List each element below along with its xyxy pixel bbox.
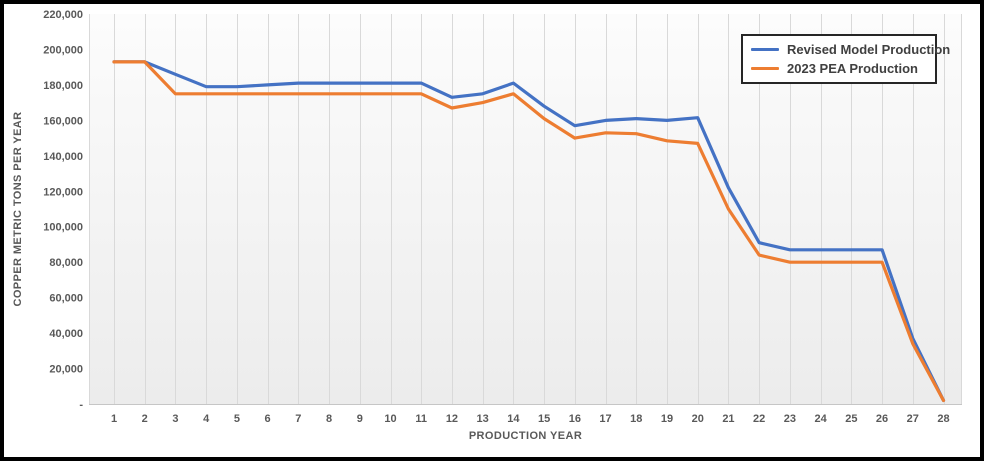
- y-tick-label: 60,000: [49, 293, 83, 305]
- x-tick-label: 7: [295, 413, 301, 425]
- y-tick-label: 100,000: [43, 222, 83, 234]
- x-tick-label: 27: [907, 413, 919, 425]
- y-axis-title: COPPER METRIC TONS PER YEAR: [12, 111, 24, 307]
- y-tick-labels: - 20,000 40,000 60,000 80,000 100,000 120,000 1…: [43, 9, 83, 411]
- x-tick-label: 26: [876, 413, 888, 425]
- y-tick-label: 80,000: [49, 257, 83, 269]
- y-tick-label: 120,000: [43, 186, 83, 198]
- x-tick-label: 28: [937, 413, 949, 425]
- x-tick-label: 1: [111, 413, 117, 425]
- x-tick-label: 6: [265, 413, 271, 425]
- x-tick-label: 8: [326, 413, 332, 425]
- x-tick-label: 14: [507, 413, 520, 425]
- x-tick-label: 13: [477, 413, 489, 425]
- y-tick-label: 180,000: [43, 80, 83, 92]
- series-line-2023-pea: [112, 60, 946, 403]
- x-tick-label: 16: [569, 413, 581, 425]
- x-tick-label: 22: [753, 413, 765, 425]
- x-tick-label: 24: [814, 413, 827, 425]
- x-tick-label: 10: [384, 413, 396, 425]
- x-tick-label: 3: [172, 413, 178, 425]
- series-line-revised-model: [112, 60, 946, 403]
- x-tick-label: 25: [845, 413, 857, 425]
- y-tick-label: 200,000: [43, 44, 83, 56]
- legend-line-swatch-blue: [751, 48, 779, 51]
- y-tick-label: 140,000: [43, 151, 83, 163]
- legend-line-swatch-orange: [751, 67, 779, 70]
- y-tick-label: -: [79, 399, 83, 411]
- x-tick-label: 20: [692, 413, 704, 425]
- x-tick-label: 15: [538, 413, 550, 425]
- x-tick-label: 19: [661, 413, 673, 425]
- y-tick-label: 40,000: [49, 328, 83, 340]
- x-tick-label: 9: [357, 413, 363, 425]
- legend-entry-revised-model[interactable]: Revised Model Production: [751, 42, 950, 57]
- x-tick-label: 11: [415, 413, 427, 425]
- y-tick-label: 220,000: [43, 9, 83, 21]
- x-tick-label: 5: [234, 413, 240, 425]
- x-tick-label: 2: [142, 413, 148, 425]
- x-tick-label: 12: [446, 413, 458, 425]
- legend-entry-2023-pea[interactable]: 2023 PEA Production: [751, 61, 927, 76]
- x-axis-title: PRODUCTION YEAR: [468, 430, 583, 442]
- legend[interactable]: Revised Model Production 2023 PEA Produc…: [741, 34, 950, 84]
- x-tick-label: 4: [203, 413, 210, 425]
- x-tick-label: 17: [599, 413, 611, 425]
- y-tick-label: 160,000: [43, 115, 83, 127]
- x-tick-label: 18: [630, 413, 642, 425]
- legend-label-revised-model: Revised Model Production: [787, 42, 951, 57]
- legend-label-2023-pea: 2023 PEA Production: [787, 61, 918, 76]
- x-tick-labels: 1 2 3 4 5 6 7 8 9 10 11 12 13 14 15 16 17 18 19 20 21 22 23 24 2…: [111, 413, 950, 425]
- y-tick-label: 20,000: [49, 364, 83, 376]
- x-tick-label: 23: [784, 413, 796, 425]
- x-tick-label: 21: [722, 413, 734, 425]
